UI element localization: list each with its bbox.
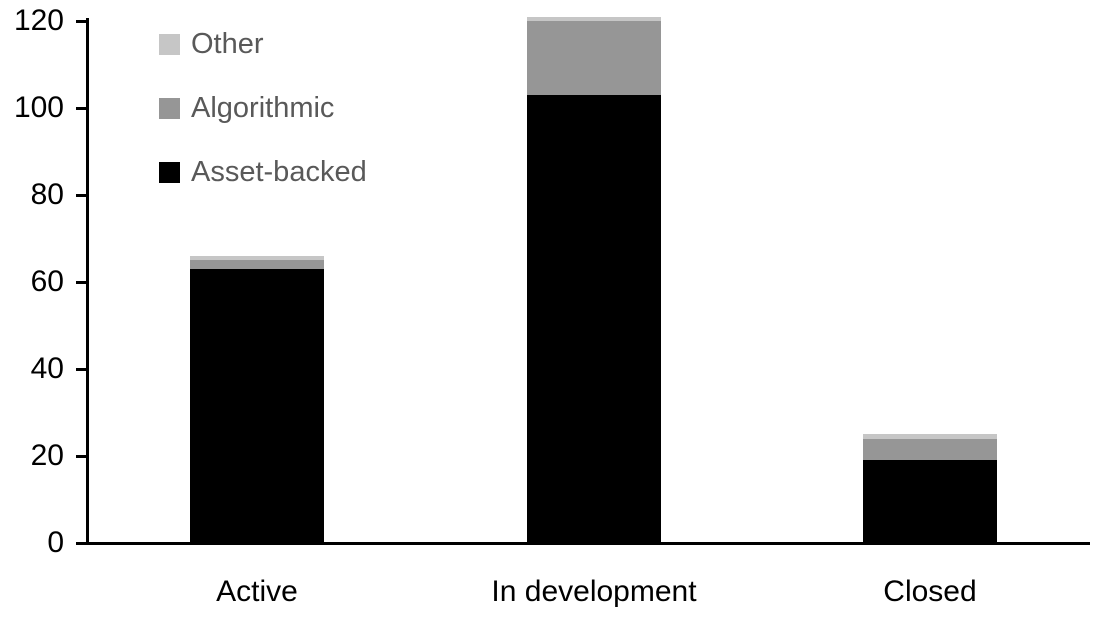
y-tick-label: 80 bbox=[30, 178, 64, 211]
bar-segment-algorithmic-active bbox=[190, 260, 324, 269]
legend-label: Algorithmic bbox=[191, 92, 335, 124]
legend-swatch-icon bbox=[159, 98, 180, 119]
y-axis-tick bbox=[76, 194, 88, 197]
y-tick-label: 20 bbox=[30, 439, 64, 472]
x-axis-line bbox=[76, 542, 1090, 545]
y-axis-tick bbox=[76, 20, 88, 23]
y-tick-label: 100 bbox=[13, 91, 64, 124]
y-axis-tick bbox=[76, 368, 88, 371]
legend-item-asset-backed: Asset-backed bbox=[159, 156, 367, 189]
legend-item-algorithmic: Algorithmic bbox=[159, 92, 334, 125]
bar-segment-other-closed bbox=[863, 434, 997, 439]
legend-swatch-icon bbox=[159, 34, 180, 55]
bar-segment-other-active bbox=[190, 255, 324, 261]
y-tick-label: 0 bbox=[47, 526, 64, 559]
y-axis-tick bbox=[76, 542, 88, 545]
category-label-closed: Closed bbox=[883, 575, 977, 608]
bar-segment-asset-backed-closed bbox=[863, 460, 997, 543]
category-label-active: Active bbox=[216, 575, 298, 608]
legend-label: Asset-backed bbox=[191, 156, 367, 188]
bar-segment-algorithmic-closed bbox=[863, 438, 997, 461]
legend-item-other: Other bbox=[159, 28, 264, 61]
y-tick-label: 40 bbox=[30, 352, 64, 385]
bar-segment-algorithmic-in-development bbox=[527, 21, 661, 95]
y-axis-tick bbox=[76, 281, 88, 284]
y-tick-label: 120 bbox=[13, 4, 64, 37]
y-axis-tick bbox=[76, 107, 88, 110]
category-label-in-development: In development bbox=[491, 575, 697, 608]
legend-swatch-icon bbox=[159, 162, 180, 183]
y-tick-label: 60 bbox=[30, 265, 64, 298]
y-axis-tick bbox=[76, 455, 88, 458]
bar-segment-other-in-development bbox=[527, 16, 661, 21]
bar-segment-asset-backed-in-development bbox=[527, 94, 661, 543]
legend-label: Other bbox=[191, 28, 264, 60]
bar-segment-asset-backed-active bbox=[190, 268, 324, 543]
